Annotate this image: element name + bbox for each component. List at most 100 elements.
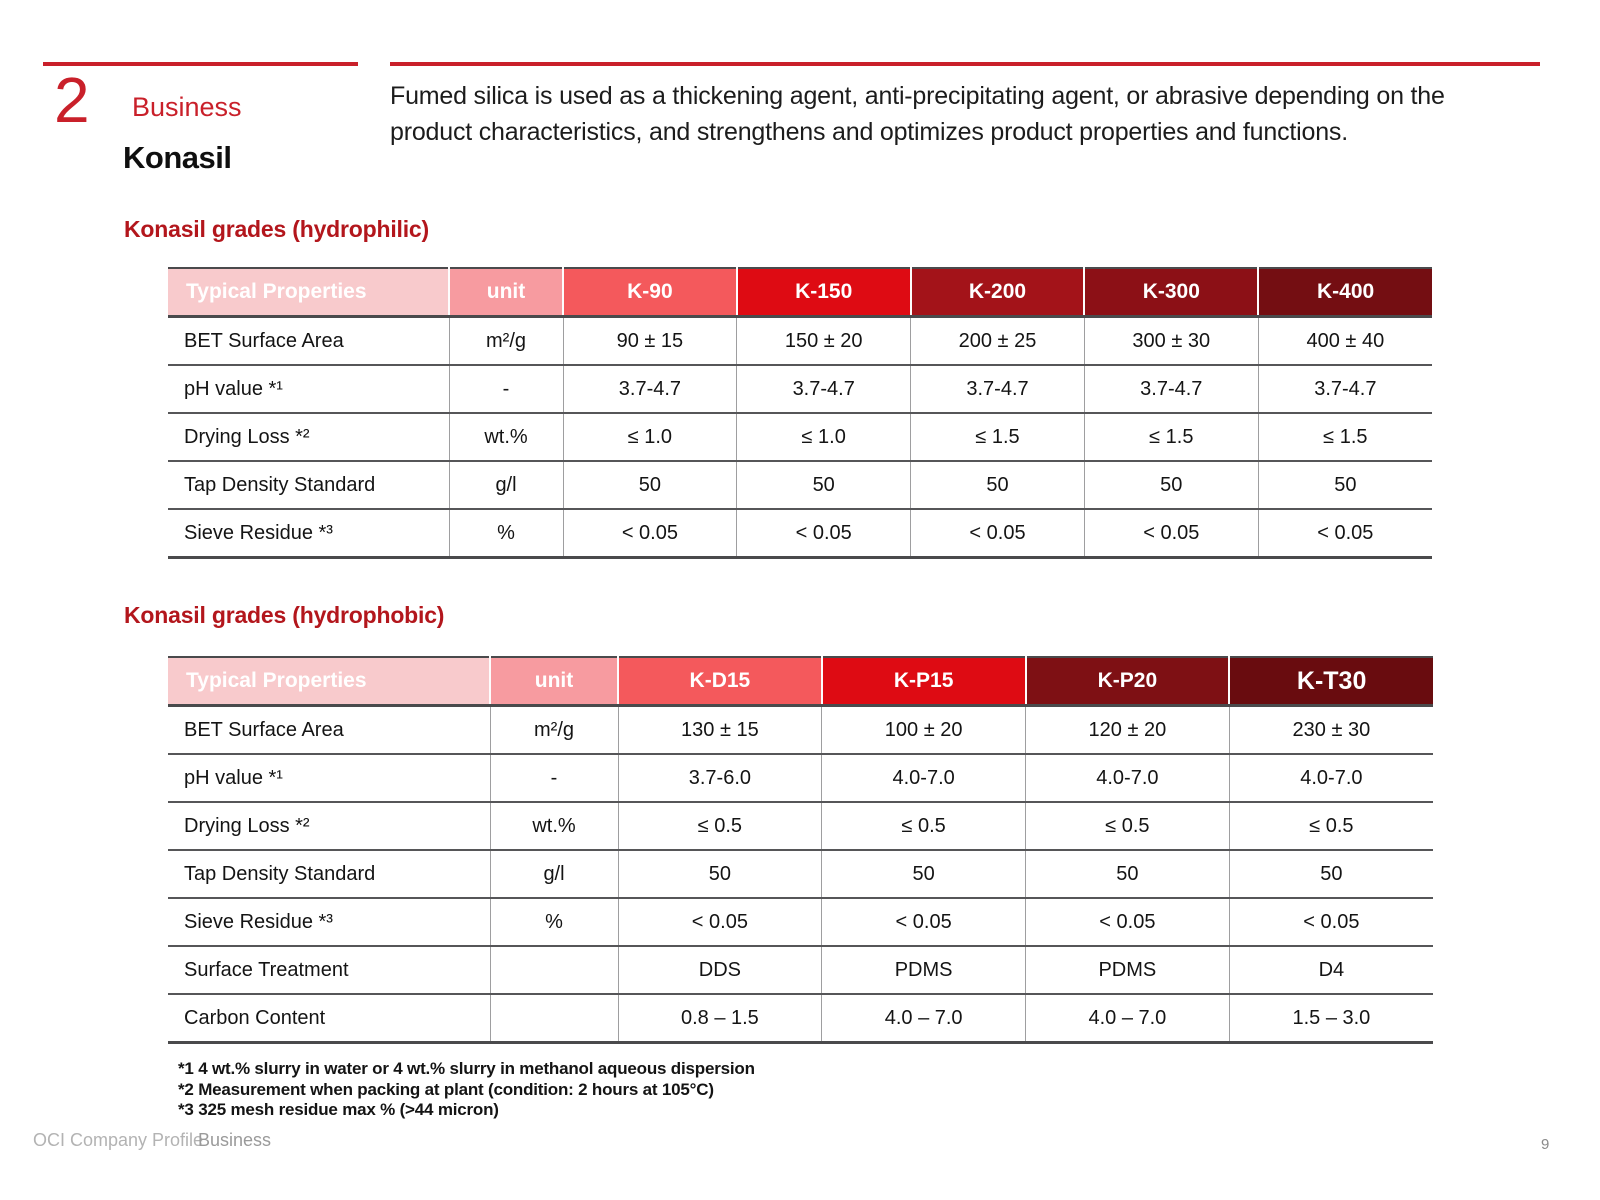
value-cell: ≤ 0.5 [1228,802,1433,851]
value-cell: 50 [617,850,822,899]
page-title: Konasil [123,140,232,175]
table-row: Carbon Content 0.8 – 1.5 4.0 – 7.0 4.0 – 7.… [168,994,1433,1044]
grade-column-header: K-P20 [1024,657,1230,707]
unit-cell: g/l [489,850,618,899]
value-cell: ≤ 0.5 [617,802,822,851]
value-cell: 120 ± 20 [1025,705,1230,755]
table-row: BET Surface Area m²/g 90 ± 15 150 ± 20 200 ±… [168,316,1432,366]
unit-cell: g/l [448,461,563,510]
unit-cell: m²/g [489,705,618,755]
value-cell: PDMS [1025,946,1230,995]
value-cell: 50 [736,461,911,510]
unit-column-header: unit [448,268,563,318]
value-cell: ≤ 0.5 [821,802,1026,851]
value-cell: < 0.05 [736,509,911,559]
value-cell: < 0.05 [821,898,1026,947]
value-cell: 3.7-4.7 [1257,365,1432,414]
value-cell: 4.0-7.0 [1025,754,1230,803]
unit-cell [489,946,618,995]
grade-column-header: K-400 [1257,268,1432,318]
hydrophobic-grades-table: Typical Properties unit K-D15 K-P15 K-P20 K-T… [168,656,1433,1044]
property-cell: Tap Density Standard [168,850,490,899]
property-cell: pH value *¹ [168,754,490,803]
property-column-header: Typical Properties [168,657,490,707]
value-cell: 50 [1257,461,1432,510]
page-number: 9 [1541,1136,1550,1153]
property-column-header: Typical Properties [168,268,449,318]
table-row: Sieve Residue *³% < 0.05 < 0.05 < 0.05 < 0.0… [168,898,1433,947]
table-row: Tap Density Standard g/l 50 50 50 50 [168,850,1433,899]
section-number: 2 [54,64,90,136]
table-header-row: Typical Properties unit K-D15 K-P15 K-P20 K-T… [168,657,1433,707]
value-cell: 4.0 – 7.0 [821,994,1026,1044]
table-row: Sieve Residue *³% < 0.05 < 0.05 < 0.05 < 0.0… [168,509,1432,559]
table-row: pH value *¹ -3.7-6.0 4.0-7.0 4.0-7.0 4.0-7.0 [168,754,1433,803]
value-cell: 0.8 – 1.5 [617,994,822,1044]
value-cell: ≤ 1.0 [736,413,911,462]
section-label: Business [132,92,242,122]
value-cell: 3.7-4.7 [1083,365,1259,414]
unit-column-header: unit [489,657,618,707]
unit-cell: - [448,365,563,414]
property-cell: Carbon Content [168,994,490,1044]
value-cell: DDS [617,946,822,995]
value-cell: 50 [1025,850,1230,899]
value-cell: 4.0-7.0 [821,754,1026,803]
table-row: pH value *¹ -3.7-4.7 3.7-4.7 3.7-4.7 3.7-4.7… [168,365,1432,414]
value-cell: 90 ± 15 [562,316,737,366]
intro-paragraph: Fumed silica is used as a thickening age… [390,82,1445,147]
value-cell: 150 ± 20 [736,316,911,366]
value-cell: 4.0 – 7.0 [1025,994,1230,1044]
unit-cell: - [489,754,618,803]
header-rule-right [390,62,1540,66]
value-cell: < 0.05 [1257,509,1432,559]
value-cell: ≤ 1.5 [1257,413,1432,462]
table-row: Surface Treatment DDS PDMS PDMS D4 [168,946,1433,995]
value-cell: 3.7-4.7 [562,365,737,414]
hydrophilic-heading: Konasil grades (hydrophilic) [124,216,429,242]
value-cell: ≤ 1.5 [910,413,1085,462]
table-row: Drying Loss *² wt.% ≤ 1.0 ≤ 1.0 ≤ 1.5 ≤ 1.5 ≤ … [168,413,1432,462]
property-cell: Tap Density Standard [168,461,449,510]
hydrophilic-grades-table: Typical Properties unit K-90 K-150 K-200 K-30… [168,267,1432,559]
footer-section: Business [198,1130,272,1150]
property-cell: Drying Loss *² [168,802,490,851]
value-cell: 400 ± 40 [1257,316,1432,366]
property-cell: BET Surface Area [168,705,490,755]
unit-cell: wt.% [448,413,563,462]
footnote-2: *2 Measurement when packing at plant (co… [178,1079,714,1099]
value-cell: 200 ± 25 [910,316,1085,366]
table-header-row: Typical Properties unit K-90 K-150 K-200 K-30… [168,268,1432,318]
header-rule-left [43,62,358,66]
value-cell: 50 [562,461,737,510]
value-cell: 50 [1228,850,1433,899]
table-row: Drying Loss *² wt.% ≤ 0.5 ≤ 0.5 ≤ 0.5 ≤ 0.5 [168,802,1433,851]
value-cell: 3.7-6.0 [617,754,822,803]
property-cell: Sieve Residue *³ [168,509,449,559]
unit-cell: wt.% [489,802,618,851]
hydrophobic-heading: Konasil grades (hydrophobic) [124,602,445,628]
grade-column-header: K-300 [1083,268,1259,318]
value-cell: 4.0-7.0 [1228,754,1433,803]
grade-column-header: K-150 [735,268,911,318]
value-cell: < 0.05 [562,509,737,559]
property-cell: BET Surface Area [168,316,449,366]
value-cell: 3.7-4.7 [736,365,911,414]
footnote-3: *3 325 mesh residue max % (>44 micron) [178,1100,499,1120]
value-cell: < 0.05 [1228,898,1433,947]
value-cell: 50 [910,461,1085,510]
footnotes: *1 4 wt.% slurry in water or 4 wt.% slur… [178,1059,755,1121]
value-cell: 1.5 – 3.0 [1228,994,1433,1044]
value-cell: 100 ± 20 [821,705,1026,755]
grade-column-header: K-T30 [1228,657,1433,707]
table-row: Tap Density Standard g/l 50 50 50 50 50 [168,461,1432,510]
property-cell: Sieve Residue *³ [168,898,490,947]
footer-doc-title: OCI Company Profile [33,1130,204,1150]
value-cell: D4 [1228,946,1433,995]
unit-cell: % [489,898,618,947]
value-cell: 230 ± 30 [1228,705,1433,755]
value-cell: 130 ± 15 [617,705,822,755]
value-cell: ≤ 0.5 [1025,802,1230,851]
value-cell: 50 [821,850,1026,899]
